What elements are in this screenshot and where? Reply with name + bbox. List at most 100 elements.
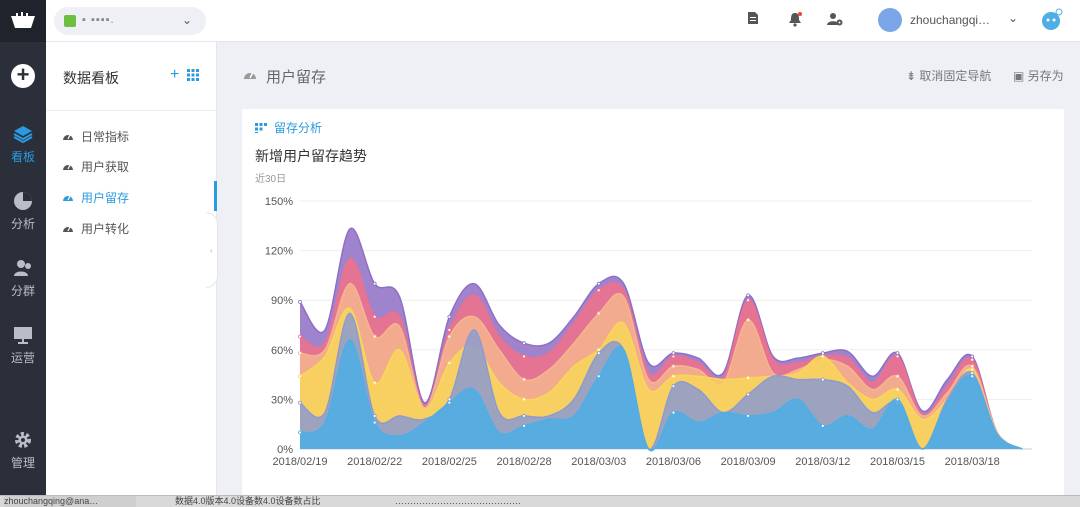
data-point bbox=[298, 400, 302, 405]
data-point bbox=[671, 351, 676, 356]
rail-item-operations[interactable]: 运营 bbox=[0, 325, 46, 366]
sidebar-title: 数据看板 bbox=[63, 70, 119, 86]
data-point bbox=[447, 397, 452, 402]
data-point bbox=[596, 281, 601, 286]
sidebar-item-label: 用户获取 bbox=[81, 159, 130, 174]
user-settings-icon[interactable] bbox=[826, 11, 844, 29]
screen-icon bbox=[14, 327, 32, 344]
sidebar-item-conversion[interactable]: 用户转化 bbox=[62, 218, 129, 238]
chevron-down-icon[interactable]: ⌄ bbox=[1008, 11, 1019, 25]
divider bbox=[46, 110, 217, 111]
pie-icon bbox=[14, 192, 32, 210]
data-point bbox=[970, 367, 975, 372]
rail-item-analysis[interactable]: 分析 bbox=[0, 191, 46, 232]
data-point bbox=[447, 334, 452, 339]
rail-label: 运营 bbox=[10, 351, 35, 365]
data-point bbox=[298, 430, 302, 435]
grid-icon[interactable] bbox=[187, 69, 199, 84]
y-tick-label: 0% bbox=[277, 444, 293, 456]
retention-area-chart: 0% 30% 60% 90% 120% 150% 2018/02/19 2018/02/22 2… bbox=[265, 196, 1032, 468]
avatar[interactable] bbox=[878, 8, 902, 32]
data-point bbox=[820, 354, 825, 359]
dots-icon bbox=[255, 122, 267, 133]
add-dashboard-button[interactable]: + bbox=[170, 66, 180, 83]
series-area-5 bbox=[300, 339, 1022, 451]
rail-item-admin[interactable]: 管理 bbox=[0, 430, 46, 471]
data-point bbox=[372, 334, 377, 339]
data-point bbox=[298, 299, 302, 304]
os-taskbar: zhouchangqing@ana… 数据4.0版本4.0设备数4.0设备数占比… bbox=[0, 495, 1080, 507]
data-point bbox=[372, 314, 377, 319]
chart-subtitle: 近30日 bbox=[255, 174, 287, 185]
username[interactable]: zhouchangqi… bbox=[910, 13, 991, 27]
data-point bbox=[746, 392, 751, 397]
dashboard-icon bbox=[244, 72, 256, 79]
dashboard-icon bbox=[63, 226, 73, 232]
tab-retention-analysis[interactable]: 留存分析 bbox=[255, 119, 322, 136]
document-icon[interactable] bbox=[744, 11, 762, 29]
unpin-nav-label: 取消固定导航 bbox=[919, 69, 992, 83]
data-point bbox=[970, 354, 975, 359]
data-point bbox=[372, 420, 377, 425]
unpin-nav-button[interactable]: ⇟ 取消固定导航 bbox=[906, 67, 991, 84]
data-point bbox=[372, 380, 377, 385]
data-point bbox=[671, 364, 676, 369]
sidebar-item-retention[interactable]: 用户留存 bbox=[62, 187, 129, 207]
data-point bbox=[746, 293, 751, 298]
sidebar-item-acquisition[interactable]: 用户获取 bbox=[62, 156, 129, 176]
data-point bbox=[522, 377, 526, 382]
save-icon: ▣ bbox=[1013, 69, 1028, 83]
x-tick-label: 2018/03/15 bbox=[870, 456, 925, 468]
data-point bbox=[372, 281, 377, 286]
page-title: 用户留存 bbox=[266, 69, 327, 86]
dashboard-icon bbox=[63, 134, 73, 140]
active-indicator bbox=[214, 181, 217, 211]
app-logo[interactable] bbox=[0, 0, 46, 42]
x-tick-label: 2018/03/06 bbox=[646, 456, 701, 468]
data-point bbox=[895, 397, 900, 402]
data-point bbox=[970, 364, 975, 369]
sidebar-item-daily[interactable]: 日常指标 bbox=[62, 126, 129, 146]
collapse-sidebar-button[interactable]: ‹ bbox=[206, 212, 218, 288]
data-point bbox=[522, 397, 526, 402]
rail-item-segments[interactable]: 分群 bbox=[0, 258, 46, 299]
data-point bbox=[596, 347, 601, 352]
left-rail: + 看板 分析 分群 运营 bbox=[0, 0, 46, 507]
layers-icon bbox=[13, 126, 33, 144]
data-point bbox=[746, 414, 751, 418]
taskbar-item[interactable]: …………………………………… bbox=[395, 496, 521, 506]
data-point bbox=[746, 298, 751, 303]
data-point bbox=[298, 351, 302, 356]
bell-icon[interactable] bbox=[786, 11, 804, 29]
top-header: ▪ ▪▪▪▪. ⌄ zhouchangqi… ⌄ bbox=[46, 0, 1080, 42]
taskbar-item[interactable]: zhouchangqing@ana… bbox=[4, 496, 136, 507]
data-point bbox=[820, 351, 825, 356]
x-tick-label: 2018/03/12 bbox=[795, 456, 850, 468]
data-point bbox=[596, 288, 601, 293]
pin-icon: ⇟ bbox=[906, 69, 920, 83]
y-tick-label: 60% bbox=[271, 345, 293, 357]
chevron-down-icon: ⌄ bbox=[181, 13, 192, 27]
data-point bbox=[970, 357, 975, 362]
save-as-button[interactable]: ▣ 另存为 bbox=[1013, 67, 1064, 84]
data-point bbox=[522, 414, 526, 418]
data-point bbox=[596, 351, 601, 356]
x-tick-label: 2018/02/25 bbox=[422, 456, 477, 468]
users-icon bbox=[14, 260, 31, 276]
data-point bbox=[895, 387, 900, 392]
chart-title: 新增用户留存趋势 bbox=[255, 148, 367, 164]
x-tick-label: 2018/03/18 bbox=[945, 456, 1000, 468]
rail-item-dashboard[interactable]: 看板 bbox=[0, 124, 46, 165]
data-point bbox=[298, 374, 302, 379]
create-button[interactable]: + bbox=[11, 64, 35, 88]
data-point bbox=[447, 400, 452, 405]
chat-bot-icon[interactable] bbox=[1040, 8, 1064, 32]
x-tick-label: 2018/03/09 bbox=[721, 456, 776, 468]
taskbar-item[interactable]: 数据4.0版本4.0设备数4.0设备数占比 bbox=[175, 496, 321, 506]
y-tick-label: 30% bbox=[271, 394, 293, 406]
app-selector[interactable]: ▪ ▪▪▪▪. ⌄ bbox=[54, 7, 206, 35]
dashboard-icon bbox=[63, 164, 73, 170]
data-point bbox=[671, 384, 676, 389]
app-name: ▪ ▪▪▪▪. bbox=[82, 14, 115, 26]
retention-card: 留存分析 新增用户留存趋势 近30日 0% 30% 60% 90% 120% 150% 20… bbox=[242, 109, 1064, 495]
